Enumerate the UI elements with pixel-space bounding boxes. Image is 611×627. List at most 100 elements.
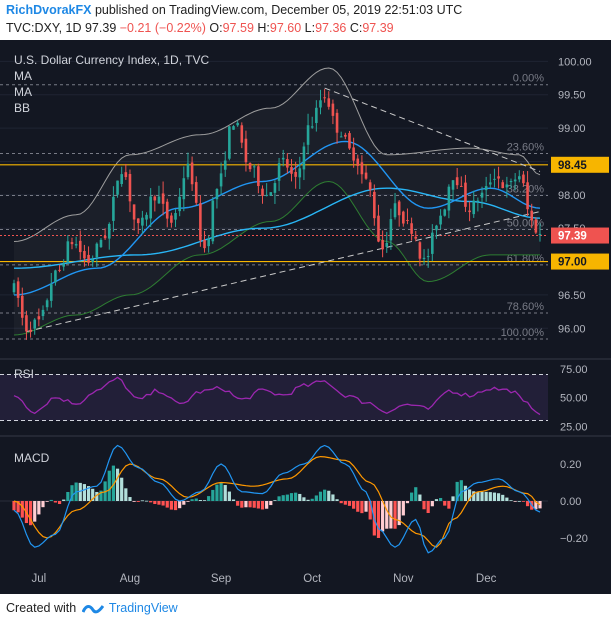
- macd-histogram-bar: [223, 485, 227, 501]
- candle-body: [87, 254, 90, 263]
- candle-body: [352, 147, 355, 161]
- candle-body: [522, 174, 525, 184]
- macd-histogram-bar: [236, 501, 240, 506]
- macd-histogram-bar: [302, 497, 306, 501]
- macd-histogram-bar: [211, 489, 215, 501]
- macd-histogram-bar: [327, 490, 331, 501]
- candle-body: [302, 146, 306, 170]
- candle-body: [136, 218, 140, 224]
- price-tick-label: 99.00: [558, 123, 586, 135]
- candle-body: [315, 107, 318, 124]
- macd-histogram-bar: [95, 491, 99, 501]
- macd-histogram-bar: [381, 501, 385, 532]
- macd-histogram-bar: [140, 500, 144, 502]
- candle-body: [451, 180, 455, 190]
- price-tick-label: 100.00: [558, 56, 592, 68]
- macd-histogram-bar: [128, 497, 132, 501]
- macd-histogram-bar: [227, 491, 231, 501]
- macd-histogram-bar: [33, 501, 37, 522]
- macd-histogram-bar: [273, 500, 277, 501]
- open-value: 97.59: [222, 21, 254, 35]
- macd-histogram-bar: [207, 496, 211, 501]
- candle-body: [447, 186, 451, 211]
- candle-body: [493, 178, 496, 180]
- low-label: L:: [304, 21, 316, 35]
- macd-histogram-bar: [62, 499, 66, 501]
- candle-body: [112, 196, 115, 221]
- candle-body: [107, 223, 111, 239]
- candle-body: [484, 186, 488, 191]
- author-name[interactable]: RichDvorakFX: [6, 3, 92, 17]
- candle-body: [327, 98, 331, 107]
- macd-histogram-bar: [480, 491, 484, 501]
- macd-histogram-bar: [376, 501, 381, 538]
- macd-histogram-bar: [306, 499, 310, 501]
- candle-body: [49, 284, 53, 301]
- candle-body: [236, 122, 239, 126]
- candle-body: [182, 178, 186, 200]
- macd-histogram-bar: [472, 491, 476, 501]
- macd-histogram-bar: [505, 497, 509, 501]
- candle-body: [443, 209, 447, 216]
- rsi-tick-label: 25.00: [560, 421, 588, 433]
- price-pane[interactable]: 100.0099.5099.0098.5098.0097.5097.0096.5…: [0, 56, 611, 360]
- macd-histogram-bar: [463, 485, 468, 501]
- ma-label-1: MA: [14, 69, 32, 83]
- candle-body: [497, 176, 500, 179]
- candle-body: [95, 243, 99, 258]
- macd-histogram-bar: [488, 492, 492, 501]
- macd-histogram-bar: [78, 482, 82, 501]
- macd-histogram-bar: [169, 501, 173, 510]
- candle-body: [431, 232, 434, 254]
- tradingview-brand[interactable]: TradingView: [108, 601, 178, 615]
- macd-histogram-bar: [144, 500, 149, 502]
- time-axis: Jul Aug Sep Oct Nov Dec: [31, 573, 496, 585]
- candle-body: [207, 238, 210, 247]
- macd-histogram-bar: [37, 501, 41, 515]
- candle-body: [99, 239, 103, 248]
- candle-body: [331, 103, 335, 116]
- rsi-pane[interactable]: 75.00 50.00 25.00: [0, 364, 611, 437]
- macd-histogram-bar: [20, 501, 24, 518]
- candle-body: [488, 182, 492, 185]
- candle-body: [41, 309, 45, 317]
- macd-histogram-bar: [136, 501, 140, 502]
- macd-histogram-bar: [455, 481, 459, 501]
- publish-info: published on TradingView.com, December 0…: [94, 3, 463, 17]
- chart-canvas[interactable]: 100.0099.5099.0098.5098.0097.5097.0096.5…: [0, 40, 611, 594]
- candle-body: [74, 244, 78, 246]
- macd-histogram-bar: [298, 493, 302, 501]
- macd-histogram-bar: [231, 499, 236, 501]
- candle-body: [161, 193, 165, 204]
- macd-histogram-bar: [467, 489, 472, 501]
- candle-body: [501, 182, 505, 189]
- price-tick-label: 96.50: [558, 290, 586, 302]
- price-tag-box: [551, 227, 609, 244]
- candle-body: [265, 195, 268, 197]
- candle-body: [157, 196, 161, 204]
- time-tick-label: Oct: [303, 573, 322, 585]
- candle-body: [124, 172, 128, 178]
- macd-histogram-bar: [149, 501, 153, 503]
- macd-histogram-bar: [269, 501, 273, 506]
- time-tick-label: Nov: [393, 573, 414, 585]
- macd-histogram-bar: [265, 501, 269, 509]
- macd-histogram-bar: [99, 490, 103, 501]
- macd-tick-label: 0.20: [560, 459, 581, 471]
- candle-body: [45, 300, 49, 308]
- macd-histogram-bar: [66, 491, 70, 501]
- close-value: 97.39: [362, 21, 394, 35]
- candle-body: [389, 219, 393, 241]
- macd-histogram-bar: [115, 468, 120, 501]
- macd-pane[interactable]: 0.20 0.00 −0.20: [0, 444, 588, 554]
- candle-body: [464, 182, 467, 207]
- macd-histogram-bar: [368, 501, 372, 520]
- macd-histogram-bar: [86, 486, 91, 501]
- fib-level-label: 61.80%: [507, 253, 545, 265]
- candle-body: [472, 200, 476, 215]
- macd-histogram-bar: [534, 501, 538, 510]
- candle-body: [153, 196, 157, 201]
- candle-body: [290, 167, 293, 174]
- candle-body: [228, 126, 231, 159]
- candle-body: [310, 126, 314, 128]
